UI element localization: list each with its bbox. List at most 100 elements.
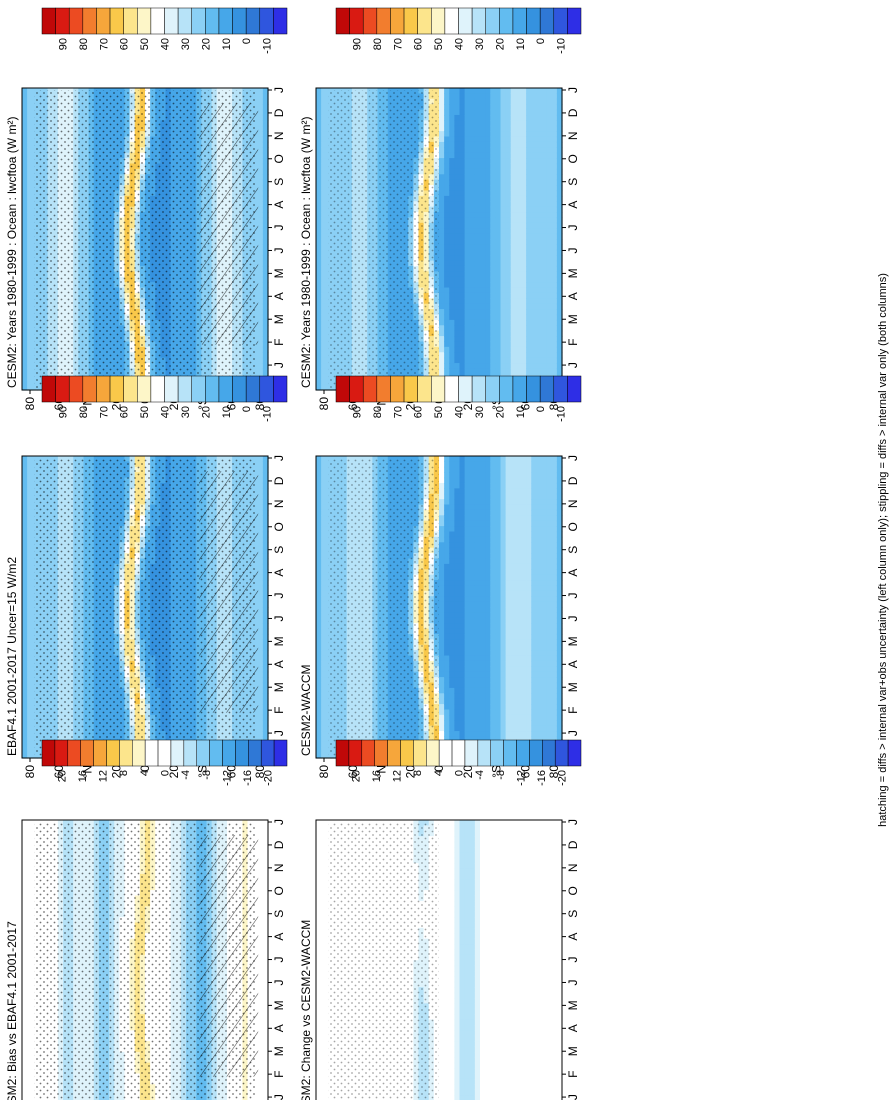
colorbar-swatch: [164, 7, 179, 35]
heatmap-cell: [22, 88, 28, 94]
heatmap-cell: [510, 352, 517, 359]
heatmap-cell: [500, 309, 507, 316]
heatmap-cell: [510, 222, 517, 229]
heatmap-cell: [495, 271, 502, 278]
heatmap-cell: [485, 158, 491, 165]
heatmap-cell: [257, 185, 264, 192]
heatmap-cell: [449, 179, 455, 186]
heatmap-cell: [510, 303, 517, 310]
heatmap-cell: [444, 298, 450, 305]
heatmap-cell: [257, 357, 264, 364]
heatmap-cell: [464, 330, 471, 337]
heatmap-cell: [505, 222, 512, 229]
heatmap-cell: [27, 141, 33, 148]
heatmap-cell: [316, 98, 322, 105]
heatmap-cell: [515, 114, 522, 121]
heatmap-cell: [490, 271, 496, 278]
heatmap-cell: [500, 368, 507, 375]
heatmap-cell: [474, 88, 481, 94]
heatmap-cell: [505, 179, 512, 186]
heatmap-cell: [257, 190, 264, 197]
heatmap-cell: [510, 368, 517, 375]
heatmap-cell: [464, 255, 471, 262]
heatmap-cell: [480, 352, 486, 359]
heatmap-cell: [449, 114, 455, 121]
heatmap-cell: [469, 93, 476, 100]
heatmap-cell: [510, 239, 517, 245]
heatmap-cell: [474, 244, 481, 251]
heatmap-cell: [257, 217, 264, 224]
heatmap-cell: [459, 114, 466, 121]
heatmap-cell: [257, 260, 264, 267]
heatmap-cell: [262, 212, 269, 219]
heatmap-cell: [485, 195, 491, 202]
heatmap-cell: [510, 120, 517, 127]
heatmap-cell: [510, 325, 517, 332]
heatmap-cell: [490, 233, 496, 240]
heatmap-cell: [469, 109, 476, 116]
heatmap-cell: [321, 373, 327, 380]
heatmap-cell: [474, 325, 481, 332]
heatmap-cell: [505, 147, 512, 154]
heatmap-cell: [316, 282, 322, 289]
colorbar-tick-label: 30: [180, 38, 192, 50]
heatmap-cell: [515, 104, 522, 111]
heatmap-cell: [490, 158, 496, 165]
heatmap-cell: [480, 239, 486, 245]
heatmap-cell: [490, 244, 496, 251]
heatmap-cell: [316, 185, 322, 192]
heatmap-cell: [454, 249, 461, 256]
heatmap-cell: [510, 104, 517, 111]
heatmap-cell: [485, 147, 491, 154]
heatmap-cell: [505, 88, 512, 94]
heatmap-cell: [444, 325, 450, 332]
heatmap-cell: [510, 93, 517, 100]
heatmap-cell: [459, 228, 466, 235]
heatmap-cell: [515, 152, 522, 159]
heatmap-cell: [321, 287, 327, 294]
heatmap-cell: [495, 201, 502, 208]
heatmap-cell: [22, 336, 28, 343]
heatmap-cell: [439, 357, 445, 364]
heatmap-cell: [449, 141, 455, 148]
heatmap-cell: [464, 352, 471, 359]
heatmap-cell: [515, 201, 522, 208]
heatmap-cell: [485, 314, 491, 321]
heatmap-cell: [27, 114, 33, 121]
heatmap-cell: [439, 168, 445, 175]
heatmap-cell: [321, 206, 327, 213]
heatmap-cell: [22, 98, 28, 105]
heatmap-cell: [474, 212, 481, 219]
heatmap-cell: [449, 136, 455, 143]
heatmap-cell: [459, 287, 466, 294]
heatmap-cell: [495, 152, 502, 159]
heatmap-cell: [464, 357, 471, 364]
heatmap-cell: [485, 309, 491, 316]
heatmap-cell: [505, 325, 512, 332]
heatmap-cell: [454, 309, 461, 316]
heatmap-cell: [22, 239, 28, 245]
heatmap-cell: [262, 292, 269, 299]
heatmap-cell: [505, 190, 512, 197]
heatmap-cell: [262, 319, 269, 326]
heatmap-cell: [495, 228, 502, 235]
heatmap-cell: [27, 195, 33, 202]
heatmap-cell: [464, 319, 471, 326]
heatmap-cell: [262, 114, 269, 121]
heatmap-cell: [27, 212, 33, 219]
heatmap-cell: [22, 363, 28, 370]
heatmap-cell: [510, 201, 517, 208]
heatmap-cell: [257, 271, 264, 278]
heatmap-cell: [444, 228, 450, 235]
heatmap-cell: [439, 195, 445, 202]
heatmap-cell: [454, 147, 461, 154]
heatmap-cell: [464, 195, 471, 202]
heatmap-cell: [500, 185, 507, 192]
heatmap-cell: [439, 325, 445, 332]
month-tick-label: F: [272, 338, 286, 345]
heatmap-cell: [480, 114, 486, 121]
heatmap-cell: [495, 131, 502, 138]
heatmap-cell: [485, 255, 491, 262]
heatmap-cell: [505, 363, 512, 370]
heatmap-cell: [454, 330, 461, 337]
